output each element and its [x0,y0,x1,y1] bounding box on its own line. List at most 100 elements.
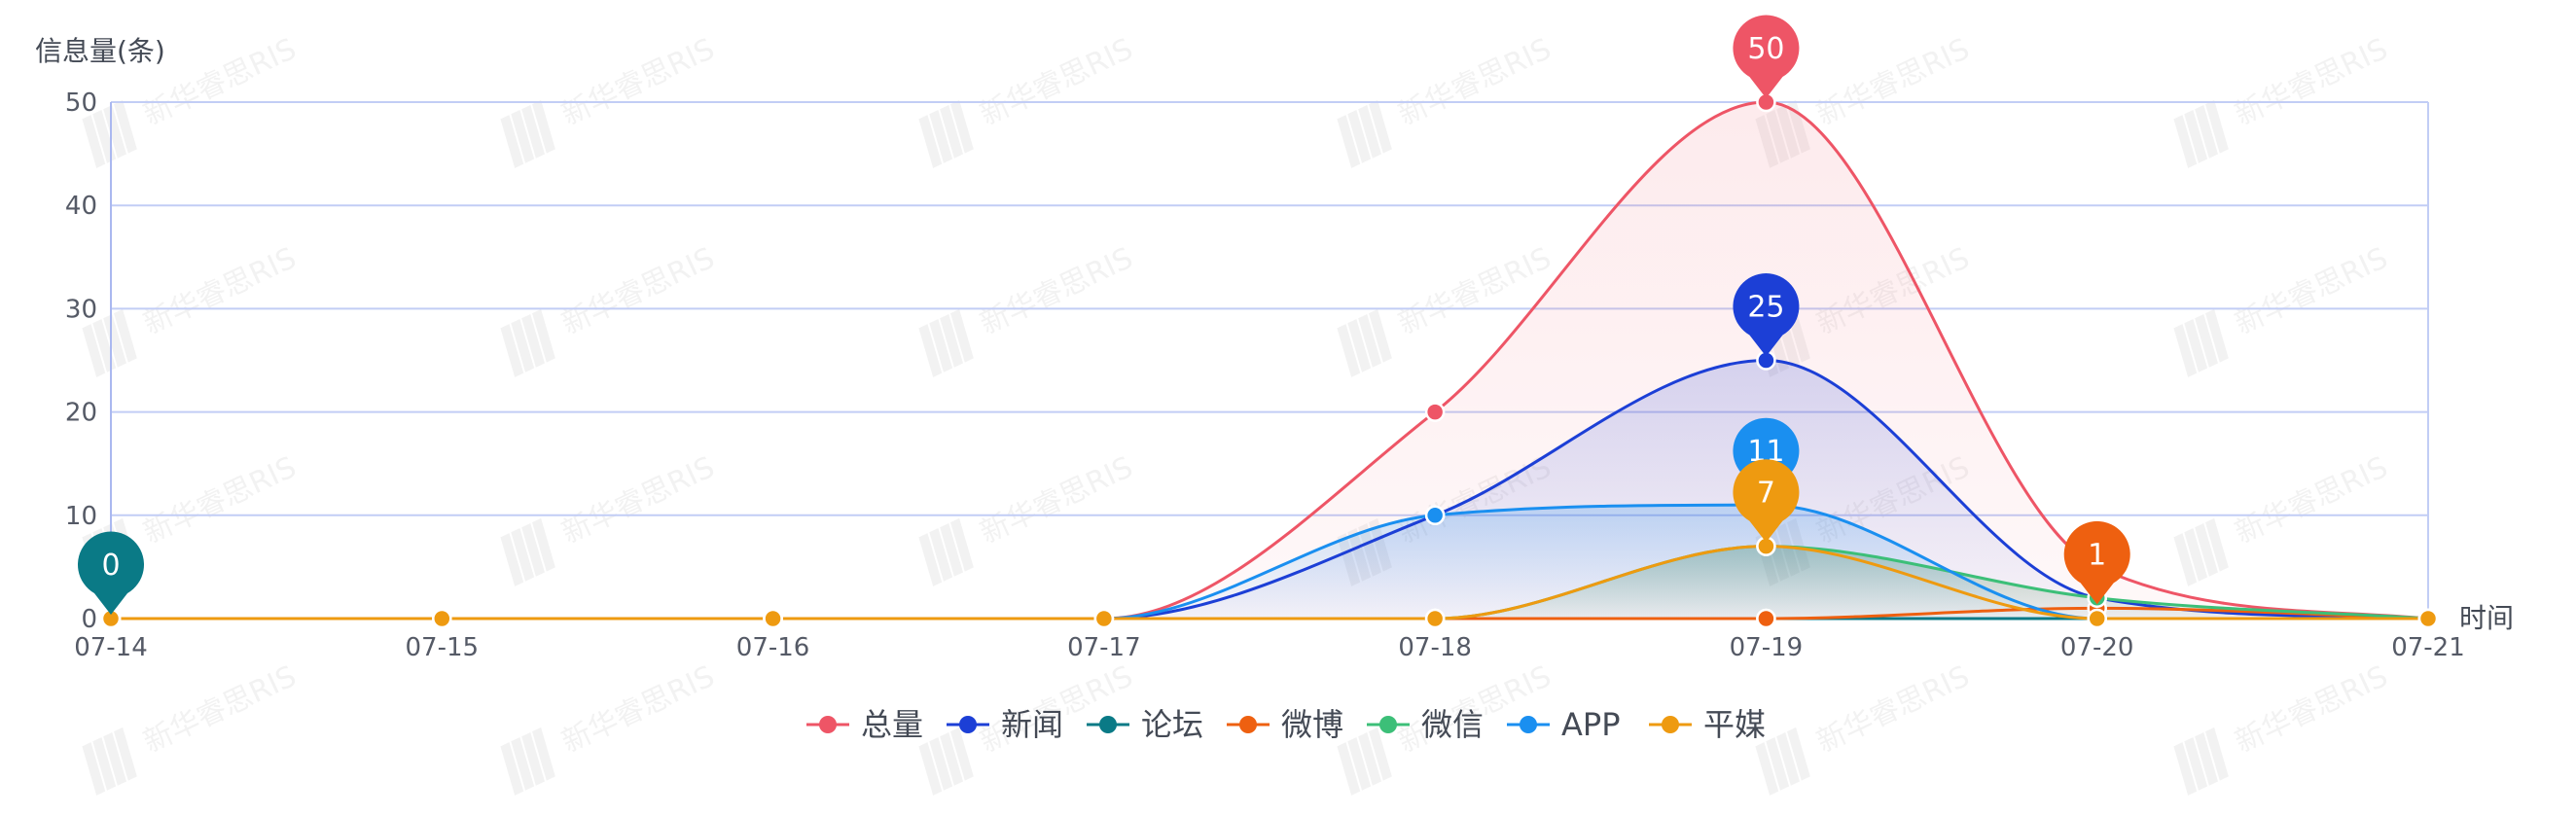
watermark-logo-stroke [1347,319,1372,373]
watermark-logo-stroke [500,742,524,796]
watermark: 新华睿思RIS [1755,659,1975,796]
watermark: 新华睿思RIS [82,241,302,377]
watermark: 新华睿思RIS [2173,241,2393,377]
watermark-text: 新华睿思RIS [975,241,1138,341]
data-point[interactable] [1424,608,1446,629]
watermark-logo-stroke [918,115,943,168]
annotation-pin-label: 25 [1747,291,1784,325]
watermark-logo-stroke [82,115,106,168]
watermark-text: 新华睿思RIS [2230,241,2393,341]
watermark-logo-stroke [2173,742,2198,796]
watermark-text: 新华睿思RIS [138,241,302,341]
data-point[interactable] [1424,505,1446,526]
watermark-logo-stroke [918,324,943,377]
watermark-logo-stroke [532,727,555,781]
watermark-layer: 新华睿思RIS 新华睿思RIS 新华睿思RIS 新华睿思RIS 新华睿思RIS 新华睿思R… [82,32,2393,796]
data-point[interactable] [763,608,783,629]
watermark-logo-stroke [114,99,137,154]
watermark-text: 新华睿思RIS [138,659,302,760]
watermark-logo-stroke [929,110,953,163]
y-tick-label: 10 [65,502,97,531]
watermark-logo-stroke [2195,313,2218,368]
watermark-logo-stroke [1358,731,1381,786]
watermark-logo-stroke [1776,731,1800,786]
watermark-text: 新华睿思RIS [556,450,720,550]
watermark-logo-stroke [1787,727,1810,781]
watermark-logo-stroke [2173,533,2198,586]
watermark: 新华睿思RIS [500,659,720,796]
watermark-logo-stroke [2205,99,2229,154]
watermark-logo-stroke [114,308,137,363]
watermark-logo-stroke [1369,99,1392,154]
watermark-logo-stroke [532,308,555,363]
watermark: 新华睿思RIS [82,659,302,796]
watermark: 新华睿思RIS [1337,32,1556,168]
watermark-text: 新华睿思RIS [2230,32,2393,132]
watermark-logo-stroke [1347,110,1372,163]
watermark-text: 新华睿思RIS [2230,450,2393,550]
watermark-logo-stroke [2205,308,2229,363]
legend-item-4[interactable]: 微信 [1367,706,1484,743]
legend-item-5[interactable]: APP [1507,706,1620,743]
data-point[interactable] [1093,608,1115,629]
watermark-logo-stroke [940,104,963,159]
x-tick-label: 07-16 [736,633,810,662]
annotation-pin: 1 [2063,520,2130,605]
series-area-5 [111,505,2428,619]
data-point[interactable] [2087,608,2107,629]
watermark: 新华睿思RIS [918,241,1138,377]
watermark-logo-stroke [1369,727,1392,781]
annotation-pin: 50 [1733,15,1800,98]
legend-item-3[interactable]: 微博 [1227,706,1343,743]
legend-item-0[interactable]: 总量 [806,706,923,743]
annotation-pin-label: 0 [101,549,120,583]
watermark: 新华睿思RIS [500,241,720,377]
data-point[interactable] [432,608,452,629]
x-tick-label: 07-19 [1730,633,1804,662]
legend-marker [1379,716,1397,733]
legend[interactable]: 总量 新闻 论坛 微博 微信 APP 平媒 [806,706,1766,743]
legend-item-1[interactable]: 新闻 [947,706,1063,743]
watermark-logo-stroke [82,324,106,377]
watermark-logo-stroke [521,522,545,577]
legend-marker [959,716,977,733]
watermark-logo-stroke [500,324,524,377]
watermark-text: 新华睿思RIS [556,659,720,760]
y-tick-label: 30 [65,295,97,324]
watermark-logo-stroke [511,319,535,373]
series-line-6 [111,545,2428,621]
watermark-logo-stroke [1358,313,1381,368]
watermark-logo-stroke [521,313,545,368]
watermark-logo-stroke [2184,528,2208,582]
legend-label: APP [1561,706,1620,743]
y-tick-label: 50 [65,89,97,118]
watermark-logo-stroke [940,522,963,577]
watermark-logo-stroke [1347,737,1372,791]
watermark-logo-stroke [2195,731,2218,786]
x-tick-label: 07-14 [74,633,148,662]
y-axis-title: 信息量(条) [35,35,165,67]
data-point[interactable] [2417,608,2439,629]
x-axis-title: 时间 [2459,602,2514,634]
data-point[interactable] [1756,608,1776,629]
data-point[interactable] [1424,402,1446,422]
watermark: 新华睿思RIS [918,32,1138,168]
watermark-logo-stroke [500,533,524,586]
watermark-logo-stroke [2184,319,2208,373]
annotation-pin-shape [78,531,144,615]
watermark-text: 新华睿思RIS [556,32,720,132]
x-tick-label: 07-15 [406,633,480,662]
watermark-logo-stroke [2173,324,2198,377]
legend-item-6[interactable]: 平媒 [1649,706,1766,743]
y-tick-label: 20 [65,399,97,428]
legend-label: 新闻 [1001,706,1063,743]
watermark-text: 新华睿思RIS [1811,32,1975,132]
annotation-pin-label: 50 [1747,32,1784,66]
x-tick-label: 07-21 [2391,633,2465,662]
watermark-text: 新华睿思RIS [2230,659,2393,760]
watermark-logo-stroke [929,737,953,791]
legend-marker [819,716,837,733]
legend-item-2[interactable]: 论坛 [1087,706,1203,743]
